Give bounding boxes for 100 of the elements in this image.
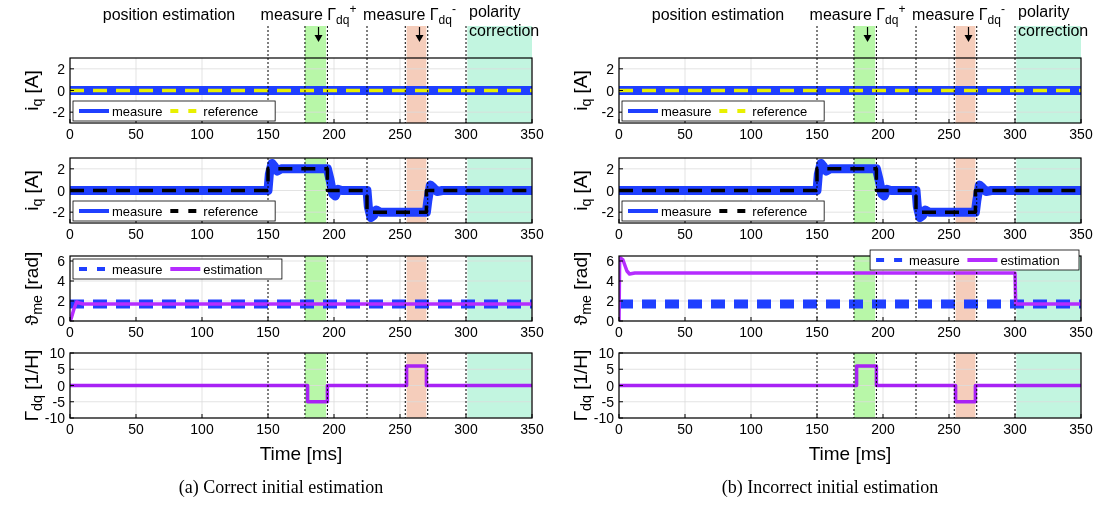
x-tick-label: 200 (322, 226, 346, 242)
x-tick-label: 250 (388, 421, 412, 437)
x-tick-label: 350 (520, 324, 544, 340)
y-tick-label: 0 (606, 377, 615, 394)
x-tick-label: 50 (128, 226, 144, 242)
legend-label: measure (112, 203, 163, 219)
x-tick-label: 250 (937, 324, 961, 340)
y-tick-label: 6 (606, 253, 615, 269)
y-tick-label: -2 (52, 204, 66, 221)
y-tick-label: -10 (593, 410, 615, 426)
x-tick-label: 100 (739, 226, 763, 242)
y-tick-label: 2 (57, 60, 66, 77)
x-tick-label: 350 (1069, 226, 1093, 242)
x-tick-label: 100 (190, 324, 214, 340)
y-tick-label: 0 (57, 182, 66, 199)
legend-label: measure (661, 203, 712, 219)
x-tick-label: 150 (805, 226, 829, 242)
y-tick-label: 2 (606, 293, 615, 309)
x-tick-label: 350 (1069, 324, 1093, 340)
text: (b) Incorrect initial estimation (721, 477, 939, 498)
x-axis-title: Time [ms] (259, 443, 343, 464)
x-tick-label: 350 (1069, 126, 1093, 142)
x-tick-label: 250 (937, 421, 961, 437)
x-tick-label: 50 (128, 421, 144, 437)
y-tick-label: 10 (598, 345, 615, 361)
text: polarity correction (469, 3, 540, 39)
x-tick-label: 300 (454, 226, 478, 242)
y-tick-label: -2 (601, 204, 615, 221)
x-tick-label: 250 (937, 126, 961, 142)
legend-label: reference (752, 203, 808, 219)
x-tick-label: 150 (256, 324, 280, 340)
y-tick-label: 4 (57, 273, 66, 289)
x-tick-label: 300 (1003, 324, 1027, 340)
x-tick-label: 200 (871, 226, 895, 242)
x-tick-label: 350 (520, 421, 544, 437)
text: position estimation (651, 6, 785, 23)
text: position estimation (102, 6, 236, 23)
y-tick-label: -5 (52, 393, 66, 410)
y-tick-label: 0 (57, 377, 66, 394)
y-tick-label: -10 (44, 410, 66, 426)
x-tick-label: 200 (322, 421, 346, 437)
x-tick-label: 150 (805, 421, 829, 437)
x-tick-label: 100 (190, 126, 214, 142)
x-tick-label: 300 (1003, 421, 1027, 437)
y-tick-label: 2 (606, 60, 615, 77)
y-tick-label: 2 (57, 293, 66, 309)
legend-label: estimation (1000, 252, 1060, 268)
x-tick-label: 350 (520, 226, 544, 242)
x-tick-label: 200 (871, 126, 895, 142)
x-tick-label: 50 (677, 126, 693, 142)
y-tick-label: -2 (601, 104, 615, 121)
x-tick-label: 350 (1069, 421, 1093, 437)
x-tick-label: 200 (322, 126, 346, 142)
x-tick-label: 300 (454, 421, 478, 437)
x-tick-label: 150 (256, 126, 280, 142)
y-tick-label: 4 (606, 273, 615, 289)
x-tick-label: 250 (388, 126, 412, 142)
x-tick-label: 350 (520, 126, 544, 142)
x-tick-label: 50 (677, 324, 693, 340)
x-tick-label: 50 (128, 126, 144, 142)
y-tick-label: -5 (601, 393, 615, 410)
x-tick-label: 250 (937, 226, 961, 242)
x-tick-label: 200 (322, 324, 346, 340)
y-tick-label: 0 (606, 82, 615, 99)
y-tick-label: 0 (57, 313, 66, 329)
y-tick-label: 5 (606, 361, 615, 378)
x-tick-label: 250 (388, 226, 412, 242)
y-tick-label: 0 (606, 313, 615, 329)
y-tick-label: 6 (57, 253, 66, 269)
x-tick-label: 50 (677, 421, 693, 437)
x-tick-label: 250 (388, 324, 412, 340)
y-tick-label: 5 (57, 361, 66, 378)
y-tick-label: 2 (57, 160, 66, 177)
legend-label: reference (203, 203, 259, 219)
y-tick-label: 0 (57, 82, 66, 99)
x-axis-title: Time [ms] (808, 443, 892, 464)
legend-label: measure (909, 252, 960, 268)
y-tick-label: 0 (606, 182, 615, 199)
text: (a) Correct initial estimation (178, 477, 384, 498)
x-tick-label: 300 (454, 324, 478, 340)
x-tick-label: 300 (1003, 126, 1027, 142)
text: polarity correction (1018, 3, 1089, 39)
x-tick-label: 100 (739, 324, 763, 340)
x-tick-label: 300 (1003, 226, 1027, 242)
legend-label: measure (661, 103, 712, 119)
y-tick-label: -2 (52, 104, 66, 121)
x-tick-label: 100 (190, 421, 214, 437)
x-tick-label: 50 (128, 324, 144, 340)
x-tick-label: 150 (256, 421, 280, 437)
x-tick-label: 150 (805, 126, 829, 142)
x-tick-label: 150 (805, 324, 829, 340)
x-tick-label: 50 (677, 226, 693, 242)
legend-label: measure (112, 103, 163, 119)
y-tick-label: 2 (606, 160, 615, 177)
x-tick-label: 100 (739, 126, 763, 142)
x-tick-label: 100 (739, 421, 763, 437)
legend-label: measure (112, 261, 163, 277)
x-tick-label: 200 (871, 421, 895, 437)
x-tick-label: 100 (190, 226, 214, 242)
legend-label: reference (752, 103, 808, 119)
